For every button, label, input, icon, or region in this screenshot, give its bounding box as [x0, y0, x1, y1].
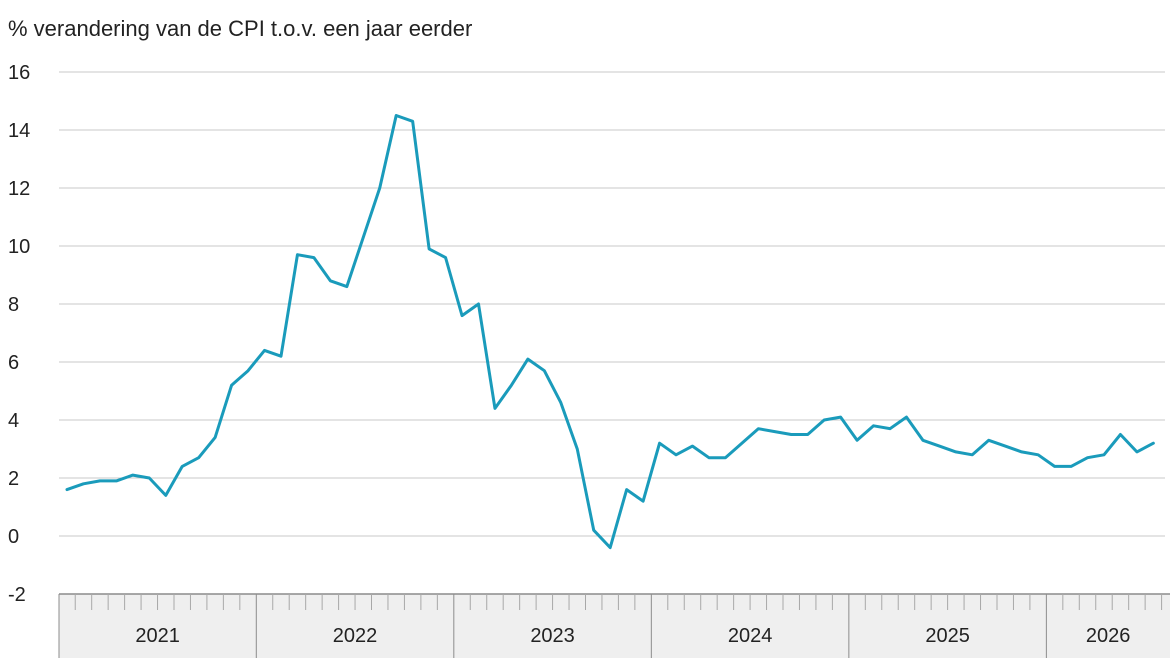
x-axis-band: 2021 2022 2023 2024 2025 2026 [58, 593, 1170, 658]
y-tick-label: 8 [8, 294, 19, 316]
x-year-label: 2026 [1086, 625, 1131, 647]
y-tick-label: -2 [8, 584, 26, 606]
x-year-label: 2023 [530, 625, 575, 647]
y-tick-labels: 16 14 12 10 8 6 4 2 0 -2 [8, 62, 30, 606]
x-axis-background [59, 594, 1170, 658]
x-year-label: 2022 [333, 625, 378, 647]
series-line [65, 114, 1155, 550]
y-axis-label: % verandering van de CPI t.o.v. een jaar… [8, 16, 472, 41]
y-tick-label: 14 [8, 120, 30, 142]
x-year-label: 2021 [135, 625, 180, 647]
y-tick-label: 2 [8, 468, 19, 490]
x-year-label: 2025 [925, 625, 970, 647]
y-tick-label: 10 [8, 236, 30, 258]
series-layer [65, 114, 1155, 550]
grid-lines [59, 71, 1165, 537]
y-tick-label: 12 [8, 178, 30, 200]
y-tick-label: 4 [8, 410, 19, 432]
y-tick-label: 6 [8, 352, 19, 374]
x-year-label: 2024 [728, 625, 773, 647]
y-tick-label: 16 [8, 62, 30, 84]
y-tick-label: 0 [8, 526, 19, 548]
